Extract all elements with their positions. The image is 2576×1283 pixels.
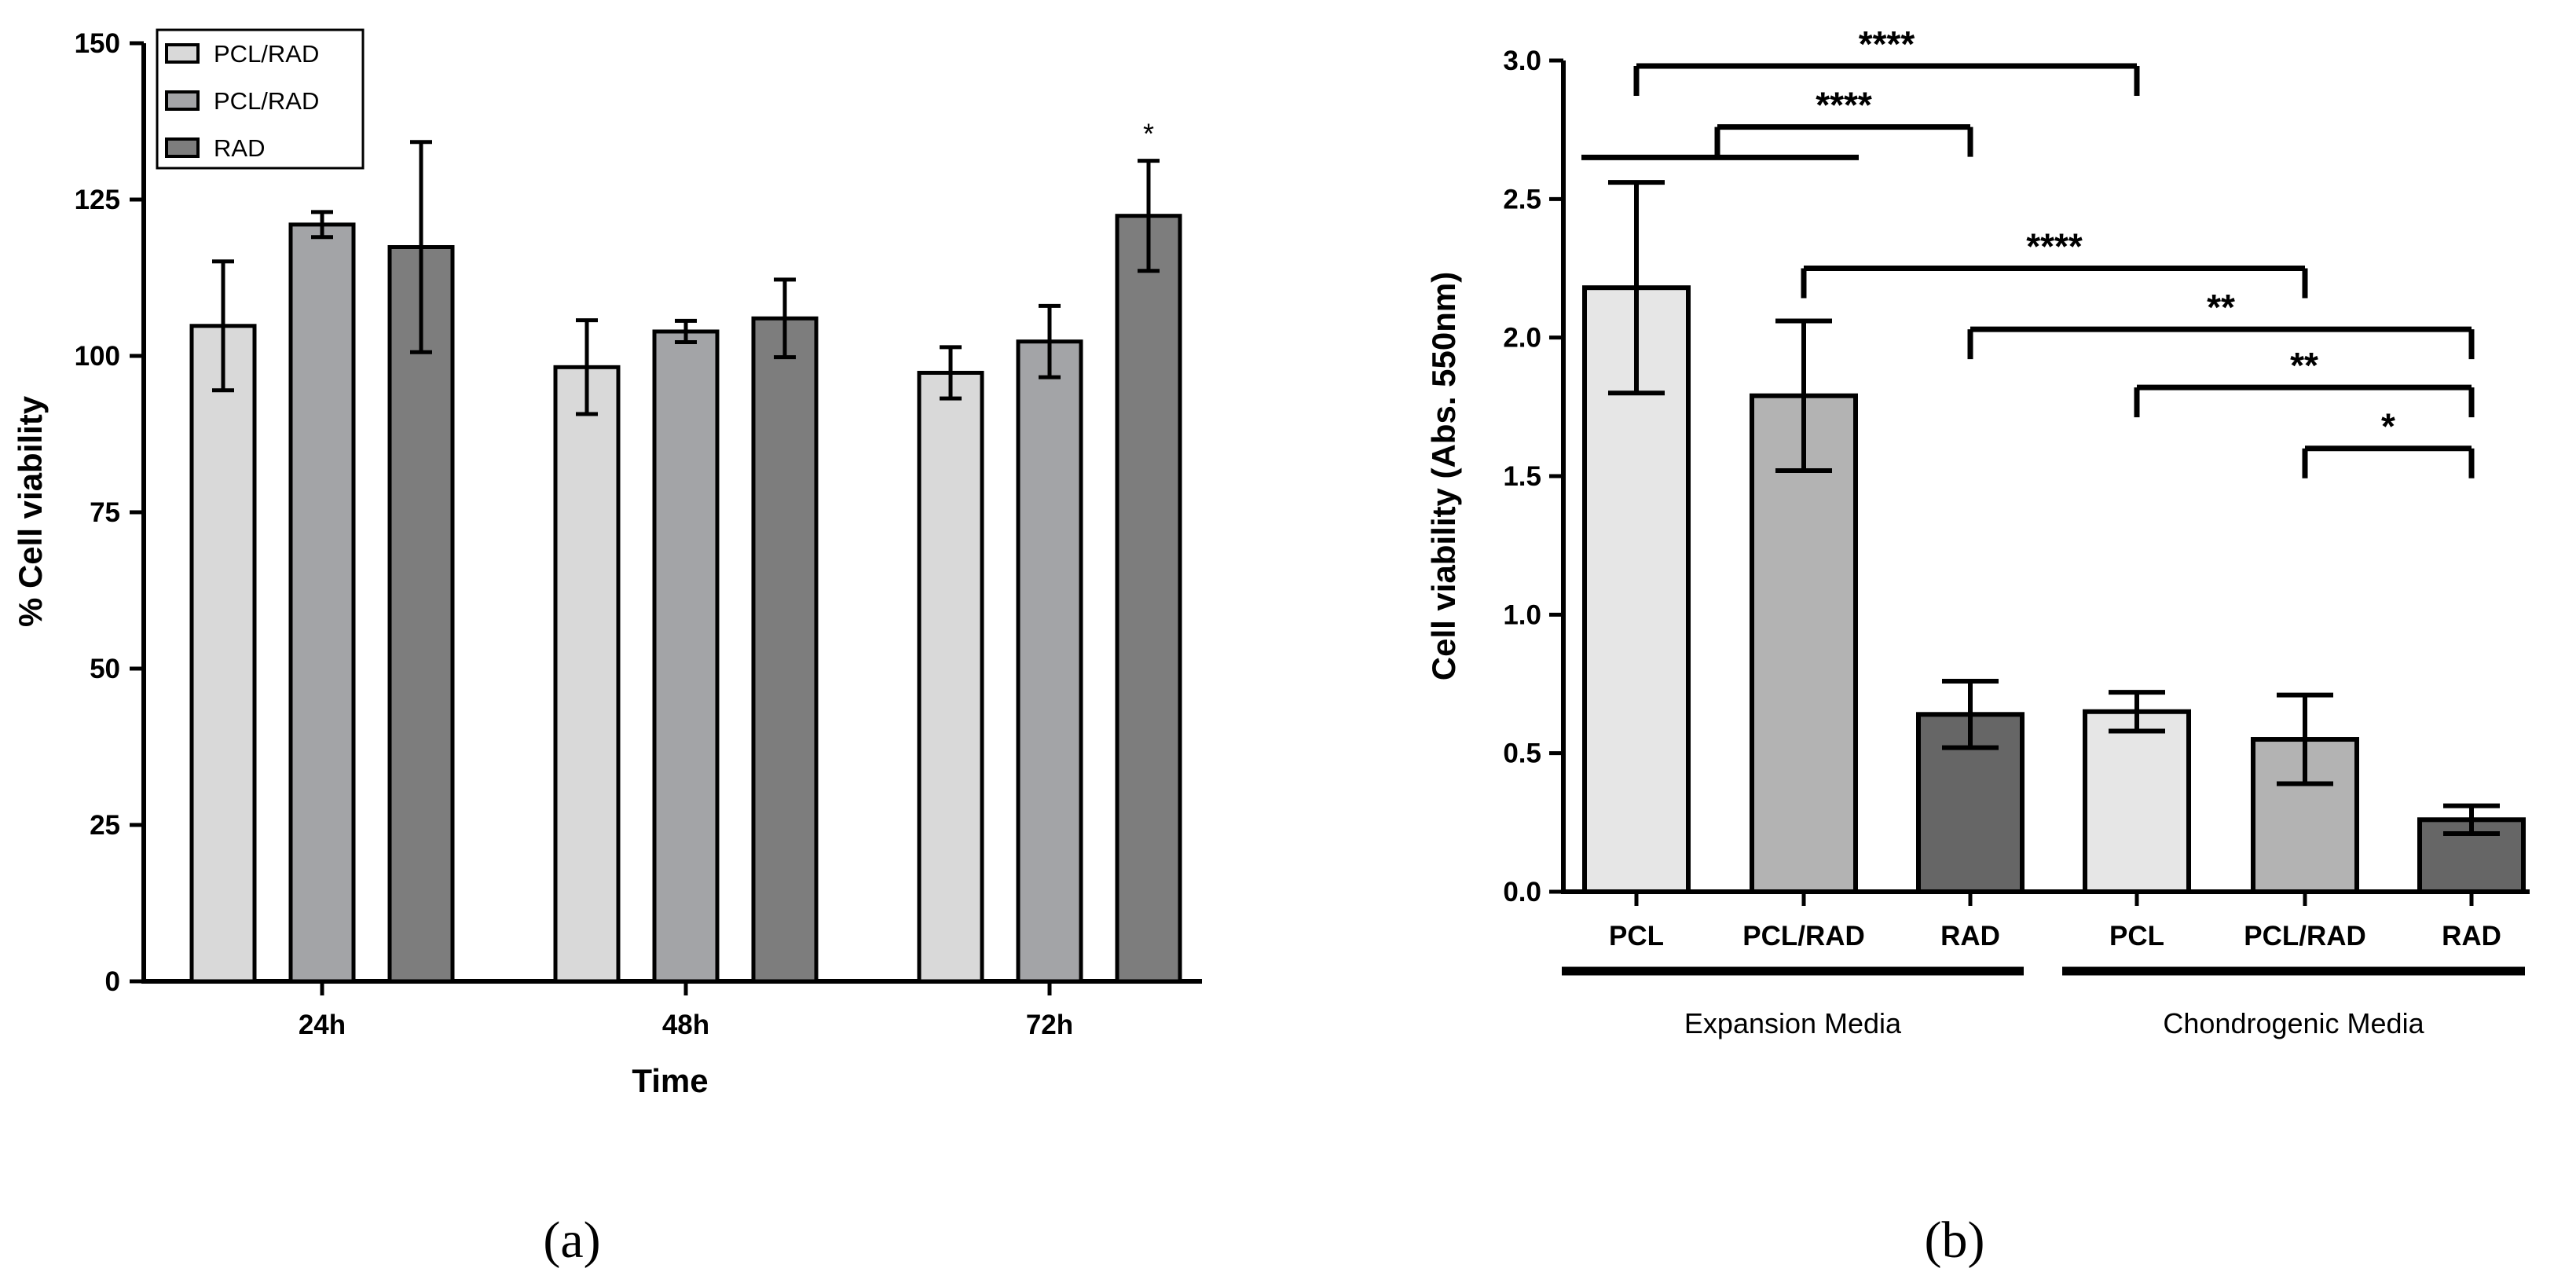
legend-swatch: [165, 137, 200, 158]
y-axis-label: Cell viability (Abs. 550nm): [1425, 272, 1462, 681]
significance-label: **: [2290, 345, 2318, 386]
bar: [553, 365, 621, 984]
x-tick-label: PCL: [2109, 921, 2164, 951]
y-tick-label: 100: [75, 341, 120, 372]
x-axis-label: Time: [632, 1062, 708, 1099]
y-tick-label: 0: [105, 966, 120, 997]
significance-label: ****: [1816, 85, 1872, 126]
group-label: Chondrogenic Media: [2163, 1007, 2424, 1039]
significance-label: ****: [2026, 226, 2083, 267]
group-label: Expansion Media: [1684, 1007, 1902, 1039]
bar: [288, 222, 356, 984]
x-tick-label: PCL/RAD: [1742, 921, 1865, 951]
bar: [652, 329, 720, 984]
x-tick-label: RAD: [2442, 921, 2501, 951]
y-tick-label: 50: [90, 654, 120, 684]
y-tick-label: 25: [90, 810, 120, 841]
panel-label-b: (b): [1925, 1212, 1985, 1269]
y-tick-label: 3.0: [1503, 46, 1541, 76]
chart-a: 0 25 50 75 100 125 150 24h 48h 72h * PCL/RAD PCL/RAD…: [12, 28, 1202, 1099]
bar: [189, 324, 257, 984]
legend-swatch: [165, 43, 200, 64]
bar: [387, 244, 455, 984]
significance-label: **: [2207, 287, 2235, 328]
y-tick-label: 2.5: [1503, 184, 1541, 214]
y-tick-label: 150: [75, 28, 120, 59]
legend-label: PCL/RAD: [214, 40, 319, 68]
significance-label: *: [1143, 118, 1154, 150]
y-tick-label: 2.0: [1503, 323, 1541, 354]
bar: [1016, 339, 1083, 984]
legend-label: PCL/RAD: [214, 87, 319, 115]
panel-label-a: (a): [543, 1212, 600, 1269]
x-tick-label: 24h: [299, 1010, 346, 1040]
bar: [917, 370, 984, 984]
y-tick-label: 0.0: [1503, 877, 1541, 907]
y-tick-label: 1.5: [1503, 461, 1541, 492]
x-tick-label: RAD: [1940, 921, 2000, 951]
x-tick-label: 48h: [662, 1010, 709, 1040]
y-tick-label: 125: [75, 185, 120, 215]
bar: [2083, 709, 2191, 894]
chart-b: 0.0 0.5 1.0 1.5 2.0 2.5 3.0 PCL PCL/RAD RAD PCL PCL…: [1425, 24, 2530, 1039]
y-axis-label: % Cell viability: [12, 395, 49, 627]
bar: [1115, 214, 1182, 984]
legend-label: RAD: [214, 134, 265, 162]
legend-swatch: [165, 90, 200, 111]
x-tick-label: PCL/RAD: [2244, 921, 2366, 951]
y-tick-label: 0.5: [1503, 739, 1541, 769]
x-tick-label: PCL: [1609, 921, 1664, 951]
y-tick-label: 75: [90, 497, 120, 528]
significance-label: *: [2381, 406, 2395, 447]
bar: [751, 316, 819, 984]
significance-label: ****: [1859, 24, 1915, 64]
y-tick-label: 1.0: [1503, 599, 1541, 630]
x-tick-label: 72h: [1026, 1010, 1073, 1040]
